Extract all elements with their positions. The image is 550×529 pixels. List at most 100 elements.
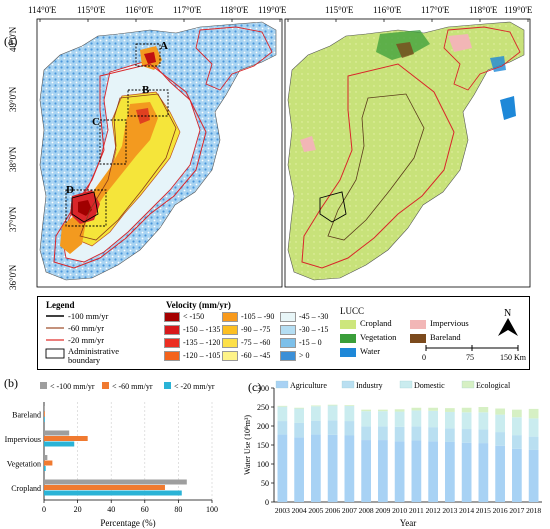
legend-label: < -150 — [183, 312, 205, 321]
bar — [44, 460, 53, 466]
lucc-region — [287, 21, 525, 281]
legend-swatch — [222, 338, 238, 349]
x-tick-label: 2017 — [509, 506, 524, 515]
lon-tick-label: 114°0'E — [28, 5, 57, 15]
bar-segment — [478, 429, 489, 444]
legend-label: Bareland — [430, 332, 461, 342]
velocity-legend-item: -135 – -120 — [164, 338, 221, 349]
category-label: Vegetation — [7, 459, 41, 468]
bar-segment — [394, 411, 405, 427]
legend-label: Water — [360, 346, 381, 356]
bar-segment — [461, 412, 472, 430]
lucc-legend-item: Water — [340, 346, 380, 357]
panel-a-label: (a) — [4, 34, 18, 48]
bar-segment — [411, 426, 422, 441]
category-label: Cropland — [11, 484, 41, 493]
legend-label: < -60 mm/yr — [112, 382, 153, 391]
velocity-legend-item: -120 – -105 — [164, 351, 221, 362]
lucc-bareland — [396, 42, 414, 58]
bar-segment — [394, 409, 405, 412]
legend-label: Domestic — [414, 381, 445, 390]
north-label: N — [504, 308, 512, 319]
box-d — [65, 189, 107, 227]
region-label-a: A — [160, 40, 168, 52]
bar-segment — [495, 408, 505, 415]
legend-swatch — [410, 333, 426, 343]
bar-segment — [512, 409, 522, 418]
legend-swatch — [341, 380, 355, 389]
x-tick-label: 2014 — [459, 506, 474, 515]
lon-tick-label: 115°0'E — [325, 5, 354, 15]
lucc-legend-item: Cropland — [340, 318, 392, 329]
bar — [44, 490, 182, 496]
legend-swatch — [461, 380, 475, 389]
lucc-legend: Cropland Impervious Vegetation Bareland Wate… — [340, 318, 490, 366]
water-use-bar-chart: Agriculture Industry Domestic Ecological 0 50… — [243, 380, 542, 528]
legend-label: < -20 mm/yr — [174, 382, 215, 391]
legend-swatch — [280, 338, 296, 349]
velocity-legend-item: -105 – -90 — [222, 312, 274, 323]
bar-segment — [361, 411, 371, 427]
bar-segment — [528, 418, 539, 437]
velocity-legend-item: -30 – -15 — [280, 325, 328, 336]
velocity-title: Velocity (mm/yr) — [166, 300, 231, 310]
bar-segment — [512, 417, 522, 436]
box-a — [135, 43, 161, 67]
legend-swatch — [280, 325, 296, 336]
bar-segment — [495, 414, 505, 433]
subsidence-orange-2 — [60, 214, 86, 254]
lon-tick-label: 117°0'E — [421, 5, 450, 15]
subsidence-orange — [84, 102, 158, 214]
x-tick-label: 100 — [206, 505, 218, 514]
legend-label: < -100 mm/yr — [50, 382, 95, 391]
bar-segment — [344, 405, 355, 422]
legend-title: Legend — [46, 300, 75, 310]
bar — [44, 430, 70, 436]
bar-segment — [327, 404, 338, 406]
bar-segment — [311, 405, 321, 407]
lucc-water-2 — [490, 56, 506, 72]
legend-label: -135 – -120 — [183, 338, 221, 347]
x-tick-label: 2013 — [442, 506, 457, 515]
legend-swatch — [222, 312, 238, 323]
bar-segment — [378, 440, 388, 502]
x-axis-label: Year — [400, 518, 417, 528]
legend-label: -120 – -105 — [183, 351, 221, 360]
x-tick-label: 2016 — [493, 506, 508, 515]
bar-segment — [495, 432, 505, 446]
bar-segment — [461, 442, 472, 502]
bar — [44, 466, 46, 471]
bar-segment — [277, 406, 288, 422]
bar-segment — [394, 441, 405, 502]
bar-segment — [327, 420, 338, 435]
legend-swatch — [340, 333, 356, 343]
contour-20 — [53, 63, 207, 269]
bar-segment — [512, 435, 522, 449]
x-tick-label: 20 — [74, 505, 82, 514]
y-tick-label: 150 — [257, 441, 269, 450]
contour-60 — [79, 93, 177, 241]
y-tick-label: 250 — [257, 403, 269, 412]
velocity-legend-item: -150 – -135 — [164, 325, 220, 336]
legend-label: -60 – -45 — [241, 351, 271, 360]
y-tick-label: 100 — [257, 460, 269, 469]
bar-segment — [461, 429, 472, 443]
bar-segment — [294, 407, 304, 409]
bar-segment — [344, 421, 355, 436]
lucc-contour-20 — [301, 63, 455, 269]
bar-segment — [344, 435, 355, 502]
bar — [44, 417, 45, 422]
legend-line-label: -100 mm/yr — [68, 311, 109, 321]
bar-segment — [411, 440, 422, 502]
legend-swatch — [222, 325, 238, 336]
bar — [44, 485, 165, 490]
bar — [44, 406, 45, 411]
lucc-legend-item: Bareland — [410, 332, 461, 343]
y-tick-label: 0 — [265, 498, 269, 507]
lucc-impervious-2 — [300, 136, 316, 152]
lat-tick-label: 37°0'N — [8, 206, 18, 232]
bar-segment — [378, 426, 388, 441]
bar-segment — [294, 408, 304, 423]
map-panel — [36, 18, 531, 288]
bar-segment — [361, 440, 371, 502]
